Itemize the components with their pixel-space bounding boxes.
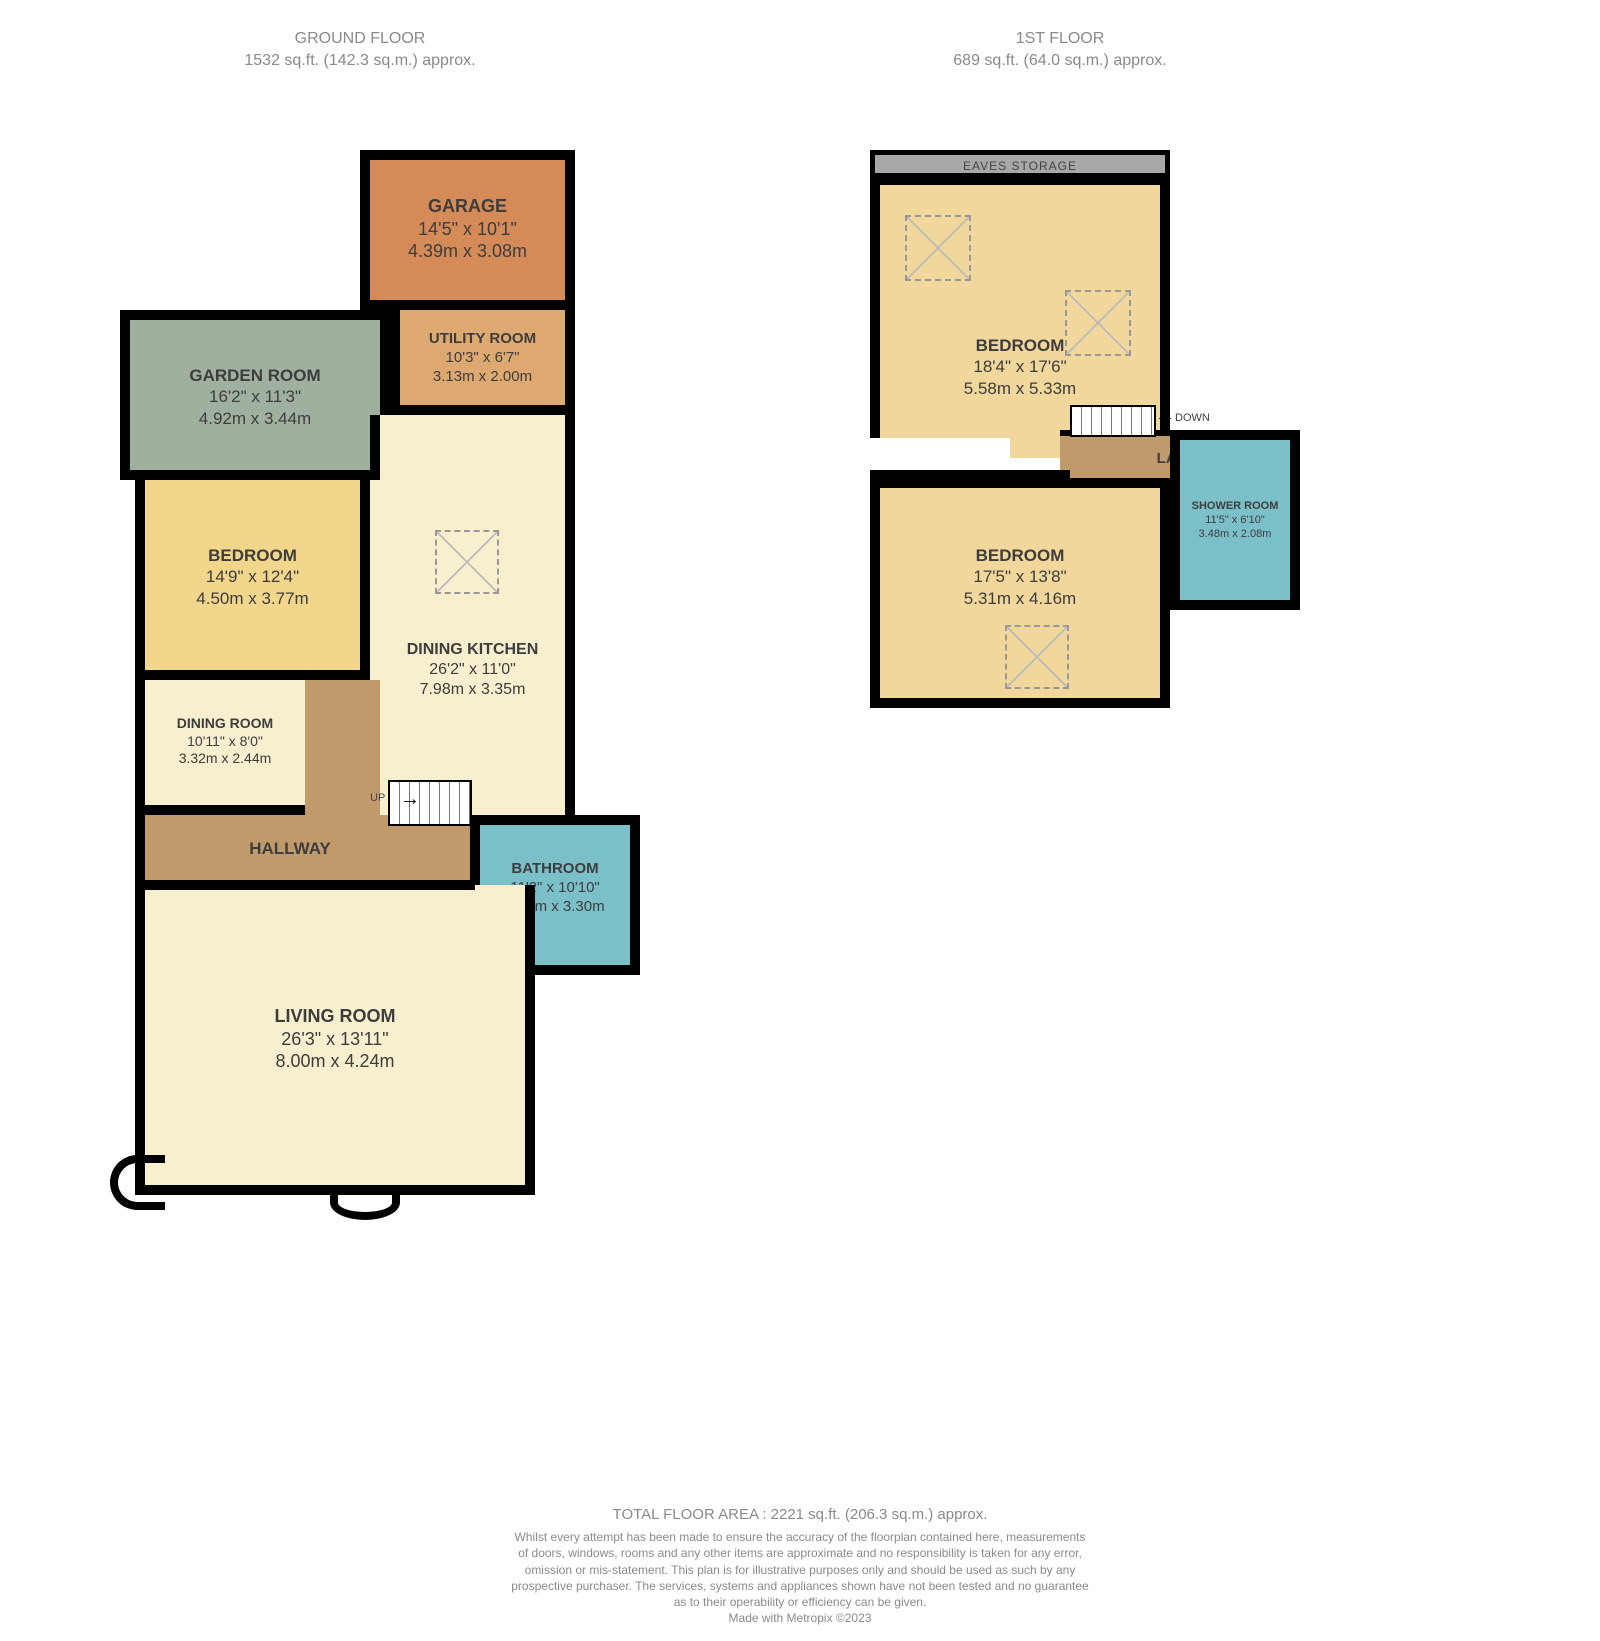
dining-name: DINING ROOM	[177, 715, 273, 731]
garden-name: GARDEN ROOM	[189, 366, 320, 385]
first-floor-sub: 689 sq.ft. (64.0 sq.m.) approx.	[900, 50, 1220, 72]
shower-d2: 3.48m x 2.08m	[1170, 528, 1300, 542]
footer-l5: as to their operability or efficiency ca…	[0, 1594, 1600, 1610]
hallway-name: HALLWAY	[249, 839, 331, 858]
first-floor-mid-wall	[870, 470, 1070, 482]
kitchen-label: DINING KITCHEN 26'2" x 11'0" 7.98m x 3.3…	[370, 640, 575, 700]
living-d1: 26'3" x 13'11"	[135, 1028, 535, 1051]
garage-label: GARAGE 14'5" x 10'1" 4.39m x 3.08m	[360, 195, 575, 263]
floorplan-canvas: GROUND FLOOR 1532 sq.ft. (142.3 sq.m.) a…	[0, 0, 1600, 1641]
first-floor-title: 1ST FLOOR	[900, 28, 1220, 50]
footer-l3: omission or mis-statement. This plan is …	[0, 1562, 1600, 1578]
utility-label: UTILITY ROOM 10'3" x 6'7" 3.13m x 2.00m	[390, 330, 575, 386]
footer-l1: Whilst every attempt has been made to en…	[0, 1529, 1600, 1545]
footer-l4: prospective purchaser. The services, sys…	[0, 1578, 1600, 1594]
footer-l2: of doors, windows, rooms and any other i…	[0, 1545, 1600, 1561]
bathroom-name: BATHROOM	[511, 860, 598, 877]
eaves-name: EAVES STORAGE	[963, 159, 1077, 173]
shower-label: SHOWER ROOM 11'5" x 6'10" 3.48m x 2.08m	[1170, 500, 1300, 541]
bed1-d2: 5.58m x 5.33m	[870, 378, 1170, 399]
bed2-name: BEDROOM	[976, 546, 1065, 565]
living-d2: 8.00m x 4.24m	[135, 1050, 535, 1073]
dining-d1: 10'11" x 8'0"	[135, 733, 315, 751]
bed1-d1: 18'4" x 17'6"	[870, 356, 1170, 377]
bedroom-g-label: BEDROOM 14'9" x 12'4" 4.50m x 3.77m	[135, 545, 370, 609]
garage-name: GARAGE	[428, 196, 507, 216]
kitchen-d1: 26'2" x 11'0"	[370, 660, 575, 680]
stairs-down-label: DOWN	[1175, 412, 1210, 424]
bed1-top-wall	[870, 175, 1170, 185]
bed2-d2: 5.31m x 4.16m	[870, 588, 1170, 609]
footer: TOTAL FLOOR AREA : 2221 sq.ft. (206.3 sq…	[0, 1505, 1600, 1626]
stairs-up-label: UP	[370, 792, 385, 804]
bed2-label: BEDROOM 17'5" x 13'8" 5.31m x 4.16m	[870, 545, 1170, 609]
living-label: LIVING ROOM 26'3" x 13'11" 8.00m x 4.24m	[135, 1005, 535, 1073]
eaves-storage: EAVES STORAGE	[870, 150, 1170, 178]
footer-total: TOTAL FLOOR AREA : 2221 sq.ft. (206.3 sq…	[0, 1505, 1600, 1525]
bay-window-left-icon	[110, 1155, 165, 1210]
hallway-label: HALLWAY	[180, 838, 400, 859]
bedroom-g-d1: 14'9" x 12'4"	[135, 566, 370, 587]
living-top-wall	[135, 880, 475, 890]
arrow-right-icon: →	[400, 788, 420, 811]
kitchen-name: DINING KITCHEN	[407, 641, 539, 658]
bed1-skylight1-icon	[905, 215, 971, 281]
stairs-first	[1070, 405, 1156, 437]
kitchen-skylight-icon	[435, 530, 499, 594]
ground-floor-sub: 1532 sq.ft. (142.3 sq.m.) approx.	[200, 50, 520, 72]
kitchen-left-wall-1	[370, 415, 380, 480]
shower-name: SHOWER ROOM	[1192, 500, 1279, 512]
footer-l6: Made with Metropix ©2023	[0, 1610, 1600, 1626]
garden-d2: 4.92m x 3.44m	[120, 408, 390, 429]
dining-label: DINING ROOM 10'11" x 8'0" 3.32m x 2.44m	[135, 715, 315, 768]
bed2-d1: 17'5" x 13'8"	[870, 566, 1170, 587]
dining-d2: 3.32m x 2.44m	[135, 750, 315, 768]
ground-floor-header: GROUND FLOOR 1532 sq.ft. (142.3 sq.m.) a…	[200, 28, 520, 71]
ground-floor-title: GROUND FLOOR	[200, 28, 520, 50]
garden-d1: 16'2" x 11'3"	[120, 386, 390, 407]
garage-d2: 4.39m x 3.08m	[360, 240, 575, 263]
kitchen-d2: 7.98m x 3.35m	[370, 680, 575, 700]
living-name: LIVING ROOM	[275, 1006, 396, 1026]
utility-name: UTILITY ROOM	[429, 330, 536, 347]
utility-d2: 3.13m x 2.00m	[390, 368, 575, 387]
bed1-skylight2-icon	[1065, 290, 1131, 356]
hallway-v	[305, 680, 380, 820]
bedroom-g-name: BEDROOM	[208, 546, 297, 565]
first-floor-header: 1ST FLOOR 689 sq.ft. (64.0 sq.m.) approx…	[900, 28, 1220, 71]
garage-d1: 14'5" x 10'1"	[360, 218, 575, 241]
bedroom-g-d2: 4.50m x 3.77m	[135, 588, 370, 609]
garden-label: GARDEN ROOM 16'2" x 11'3" 4.92m x 3.44m	[120, 365, 390, 429]
bay-window-center-icon	[330, 1185, 400, 1220]
bed1-name: BEDROOM	[976, 336, 1065, 355]
arrow-left-icon: ←	[1155, 405, 1175, 428]
utility-d1: 10'3" x 6'7"	[390, 349, 575, 368]
shower-d1: 11'5" x 6'10"	[1170, 514, 1300, 528]
bed2-skylight-icon	[1005, 625, 1069, 689]
